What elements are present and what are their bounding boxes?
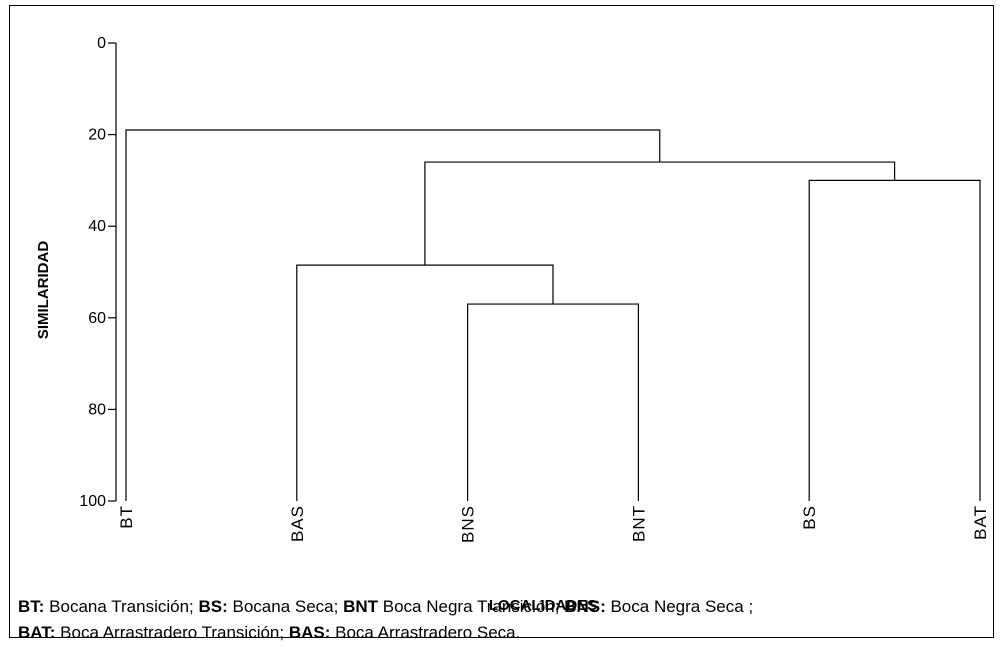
y-tick-label: 60 [88, 310, 106, 327]
dendrogram-links [125, 129, 981, 501]
legend-text-bas: Boca Arrastradero Seca. [330, 623, 521, 642]
legend-abbr-bat: BAT: [18, 623, 56, 642]
leaf-label: BNT [629, 505, 648, 542]
dendrogram-link [125, 129, 661, 501]
dendrogram-link [467, 303, 639, 501]
leaf-label: BNS [459, 505, 478, 543]
leaf-label: BAT [971, 505, 990, 540]
leaf-label: BT [117, 505, 136, 529]
y-axis-title: SIMILARIDAD [35, 241, 52, 339]
dendrogram-link [296, 264, 554, 501]
y-tick-label: 20 [88, 127, 106, 144]
leaf-labels: BT BAS BNS BNT BS BAT [117, 505, 990, 543]
y-axis: 0 20 40 60 80 100 [79, 35, 117, 510]
legend-text-bnt: Boca Negra Transición; [378, 597, 565, 616]
x-axis-title: LOCALIDADES [489, 597, 597, 614]
legend-text-bat: Boca Arrastradero Transición; [55, 623, 289, 642]
leaf-label: BAS [288, 505, 307, 542]
y-tick-label: 0 [97, 35, 106, 52]
legend-text-bns: Boca Negra Seca ; [605, 597, 754, 616]
legend-text-bs: Bocana Seca; [227, 597, 344, 616]
leaf-label: BS [800, 505, 819, 530]
legend-abbr-bns: BNS: [564, 597, 606, 616]
dendrogram-link [808, 179, 981, 501]
y-tick-label: 80 [88, 401, 106, 418]
legend-abbr-bs: BS: [198, 597, 228, 616]
figure-frame [9, 5, 994, 638]
legend-text-bt: Bocana Transición; [44, 597, 199, 616]
y-tick-label: 100 [79, 493, 106, 510]
legend-abbr-bnt: BNT [343, 597, 379, 616]
legend-abbr-bas: BAS: [288, 623, 331, 642]
legend-line-2: BAT: Boca Arrastradero Transición; BAS: … [18, 623, 520, 643]
legend-line-1: BT: Bocana Transición; BS: Bocana Seca; … [18, 597, 753, 617]
y-tick-label: 40 [88, 218, 106, 235]
dendrogram-link [424, 161, 896, 266]
legend-abbr-bt: BT: [18, 597, 45, 616]
